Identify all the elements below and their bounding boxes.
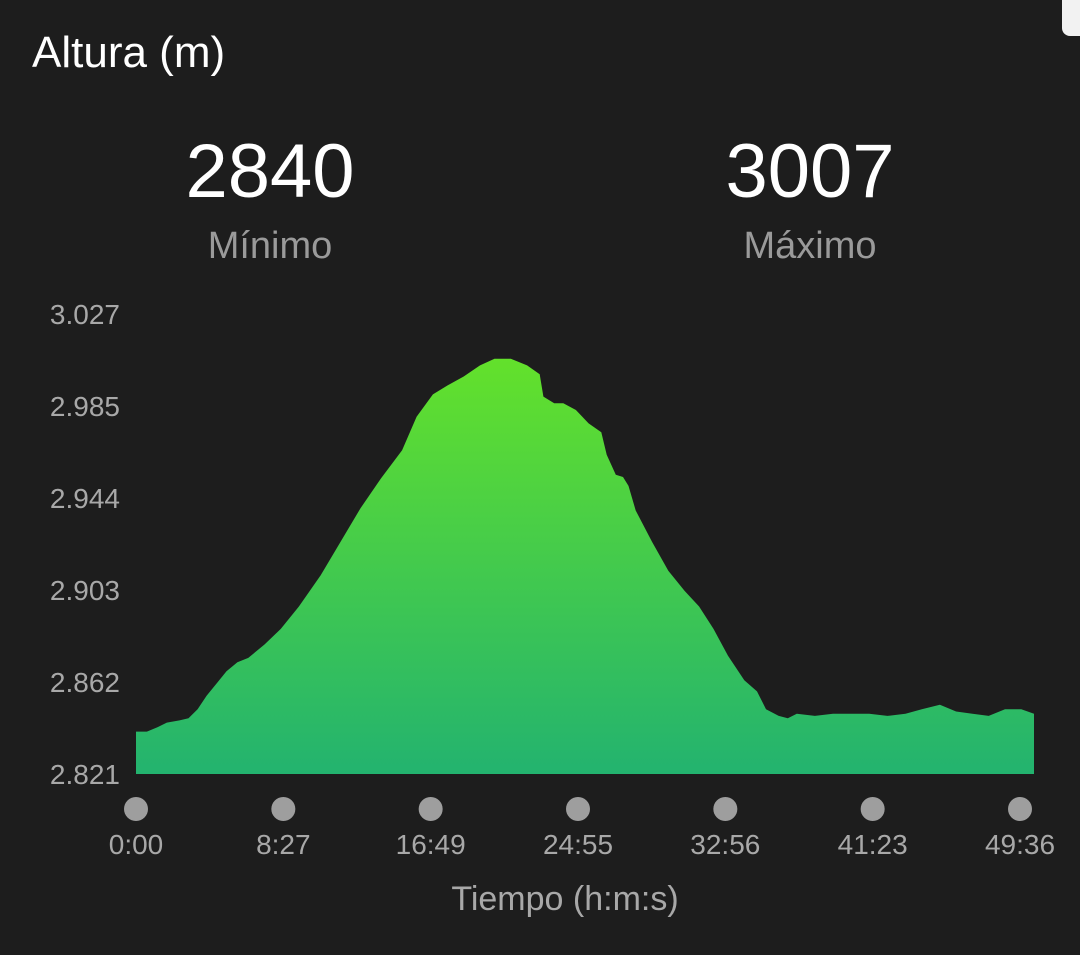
x-tick-marker[interactable] [860, 797, 885, 821]
y-tick-label: 2.985 [50, 391, 120, 422]
y-tick-label: 3.027 [50, 299, 120, 330]
x-tick-label: 49:36 [985, 829, 1055, 860]
x-tick-marker[interactable] [713, 797, 738, 821]
stat-maximum-value: 3007 [725, 129, 895, 214]
stat-minimum-value: 2840 [185, 129, 355, 214]
plot-area [136, 358, 1034, 774]
page-title: Altura (m) [32, 28, 226, 77]
y-tick-label: 2.862 [50, 667, 120, 698]
x-axis: 0:00 8:27 16:49 24:55 32:56 41:23 49:36 [109, 797, 1055, 860]
x-tick-label: 24:55 [543, 829, 613, 860]
x-tick-marker[interactable] [418, 797, 443, 821]
x-axis-title: Tiempo (h:m:s) [451, 880, 678, 918]
scrollbar-edge [1062, 0, 1080, 36]
x-tick-label: 8:27 [256, 829, 311, 860]
altitude-area-series [136, 358, 1034, 774]
stat-maximum-label: Máximo [743, 225, 877, 267]
y-tick-label: 2.903 [50, 575, 120, 606]
altitude-chart: 3.027 2.985 2.944 2.903 2.862 2.821 0:00 8:27 1… [50, 299, 1055, 918]
x-tick-marker[interactable] [1008, 797, 1032, 821]
x-tick-marker[interactable] [566, 797, 590, 821]
x-tick-marker[interactable] [124, 797, 148, 821]
y-tick-label: 2.944 [50, 483, 120, 514]
x-tick-label: 41:23 [838, 829, 908, 860]
stat-maximum: 3007 Máximo [630, 130, 990, 268]
stat-minimum-label: Mínimo [207, 225, 333, 267]
y-axis: 3.027 2.985 2.944 2.903 2.862 2.821 [50, 299, 120, 790]
x-tick-label: 0:00 [109, 829, 164, 860]
x-tick-label: 16:49 [396, 829, 466, 860]
y-tick-label: 2.821 [50, 759, 120, 790]
stat-minimum: 2840 Mínimo [90, 130, 450, 268]
x-tick-label: 32:56 [690, 829, 760, 860]
x-tick-marker[interactable] [271, 797, 296, 821]
